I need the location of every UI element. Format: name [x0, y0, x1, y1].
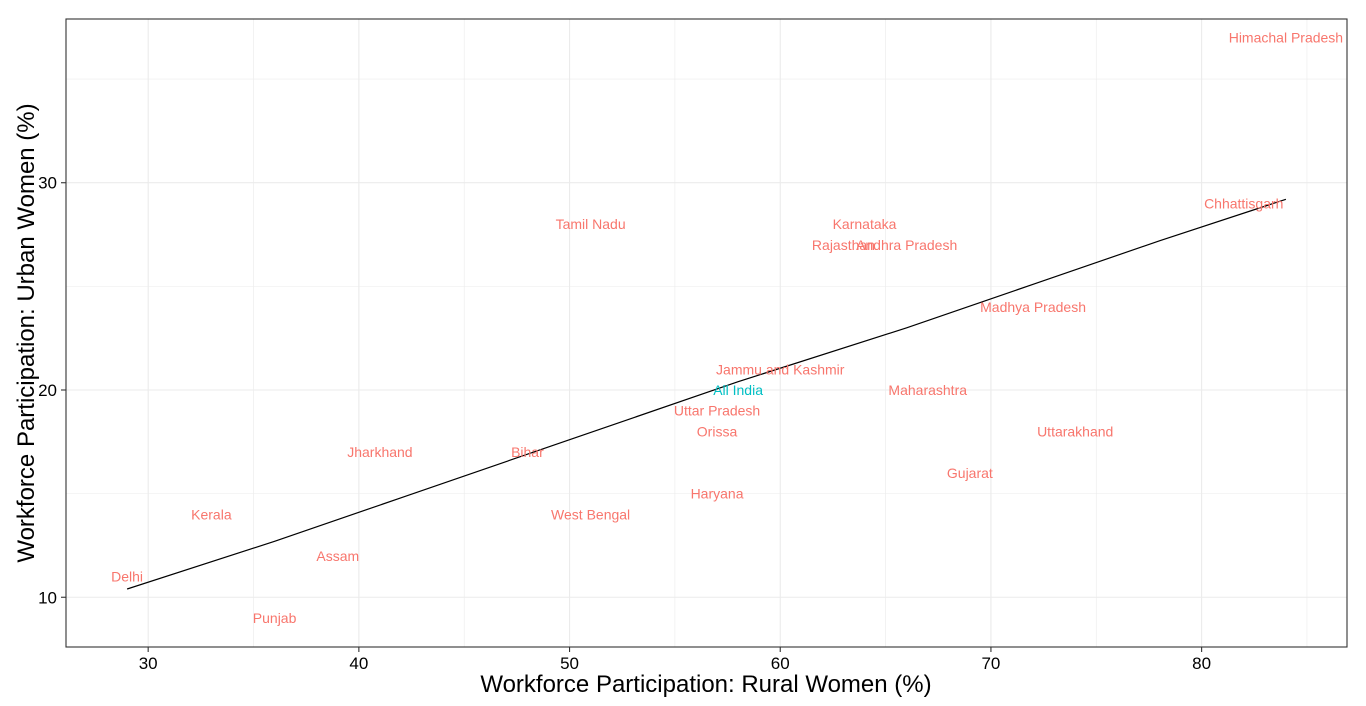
panel-border — [65, 18, 1348, 648]
point-label: Jharkhand — [347, 444, 412, 460]
trend-line — [126, 198, 1287, 590]
y-axis: 10 20 30 — [38, 174, 66, 607]
x-tick-label: 30 — [139, 654, 158, 673]
y-tick-label: 30 — [38, 174, 57, 193]
point-label: Orissa — [697, 423, 738, 439]
point-label: Assam — [316, 548, 359, 564]
point-label: Delhi — [111, 569, 143, 585]
point-label: Kerala — [191, 506, 232, 522]
x-tick-label: 60 — [771, 654, 790, 673]
minor-gridlines — [66, 19, 1347, 647]
y-tick-label: 20 — [38, 381, 57, 400]
point-label: Andhra Pradesh — [856, 237, 957, 253]
point-label: Madhya Pradesh — [980, 299, 1086, 315]
x-tick-label: 40 — [349, 654, 368, 673]
point-label: Uttarakhand — [1037, 423, 1113, 439]
point-label: Rajasthan — [812, 237, 875, 253]
x-axis: 30 40 50 60 70 80 — [139, 647, 1211, 673]
point-label: Uttar Pradesh — [674, 403, 760, 419]
y-axis-title: Workforce Participation: Urban Women (%) — [13, 103, 40, 562]
point-label: Chhattisgarh — [1204, 195, 1283, 211]
trend-line-group — [126, 198, 1287, 590]
point-label: Punjab — [253, 610, 297, 626]
x-axis-title: Workforce Participation: Rural Women (%) — [480, 671, 931, 698]
point-label: West Bengal — [551, 506, 630, 522]
y-tick-label: 10 — [38, 588, 57, 607]
point-label: All India — [713, 382, 763, 398]
point-label: Karnataka — [833, 216, 897, 232]
point-label: Jammu and Kashmir — [716, 361, 845, 377]
point-labels: Delhi Kerala Punjab Assam Jharkhand Bihar Tami… — [111, 30, 1343, 626]
point-label: Gujarat — [947, 465, 993, 481]
point-label: Haryana — [691, 486, 744, 502]
point-label: Bihar — [511, 444, 544, 460]
panel-background — [66, 19, 1347, 647]
major-gridlines — [66, 19, 1347, 647]
x-tick-label: 70 — [981, 654, 1000, 673]
point-label: Himachal Pradesh — [1229, 30, 1343, 46]
point-label: Maharashtra — [888, 382, 967, 398]
x-tick-label: 80 — [1192, 654, 1211, 673]
x-tick-label: 50 — [560, 654, 579, 673]
point-label: Tamil Nadu — [556, 216, 626, 232]
